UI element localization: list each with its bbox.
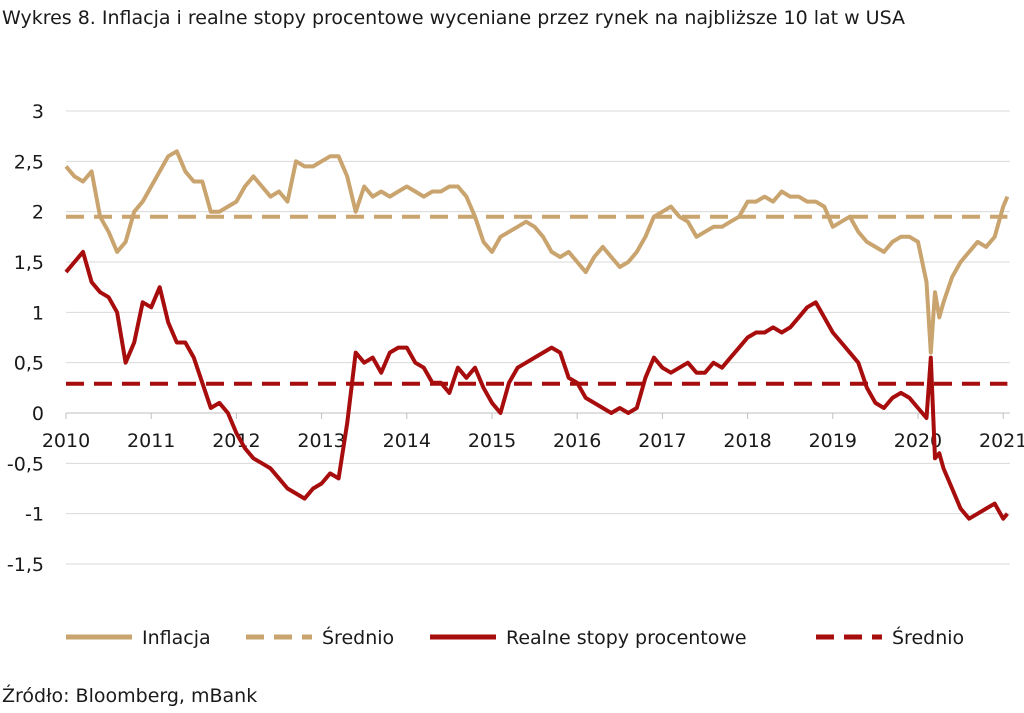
x-tick-label: 2010 — [42, 430, 90, 452]
chart-series — [64, 149, 1010, 521]
y-tick-label: 1,5 — [14, 252, 44, 274]
y-tick-label: -0,5 — [7, 453, 44, 475]
series-line-3 — [64, 249, 1009, 521]
legend-label: Inflacja — [142, 627, 211, 649]
x-tick-label: 2011 — [127, 430, 175, 452]
y-tick-label: 0,5 — [14, 353, 44, 375]
x-tick-label: 2020 — [894, 430, 942, 452]
x-tick-label: 2021 — [979, 430, 1024, 452]
chart-title: Wykres 8. Inflacja i realne stopy procen… — [2, 7, 906, 29]
x-tick-label: 2018 — [723, 430, 771, 452]
series-line-1 — [64, 149, 1010, 355]
y-tick-label: -1,5 — [7, 554, 44, 576]
x-tick-label: 2015 — [468, 430, 516, 452]
y-axis-ticks: 3 2,5 2 1,5 1 0,5 0 -0,5 -1 -1,5 — [7, 101, 44, 576]
x-axis: 2010 2011 2012 2013 2014 2015 2016 2017 2018 2019… — [42, 413, 1024, 452]
chart-legend: Inflacja Średnio Realne stopy procentowe Śr… — [66, 625, 964, 649]
y-tick-label: 2,5 — [14, 151, 44, 173]
legend-label: Średnio — [322, 625, 394, 649]
source-note: Źródło: Bloomberg, mBank — [2, 685, 258, 707]
y-tick-label: 2 — [32, 202, 44, 224]
x-tick-label: 2017 — [638, 430, 686, 452]
legend-label: Realne stopy procentowe — [506, 627, 747, 649]
y-tick-label: 0 — [32, 403, 44, 425]
x-tick-label: 2019 — [809, 430, 857, 452]
legend-label: Średnio — [892, 625, 964, 649]
y-tick-label: -1 — [25, 504, 44, 526]
x-tick-label: 2013 — [297, 430, 345, 452]
x-tick-label: 2014 — [383, 430, 431, 452]
x-tick-label: 2016 — [553, 430, 601, 452]
y-tick-label: 3 — [32, 101, 44, 123]
x-tick-label: 2012 — [212, 430, 260, 452]
grid-lines — [66, 110, 1010, 565]
y-tick-label: 1 — [32, 302, 44, 324]
